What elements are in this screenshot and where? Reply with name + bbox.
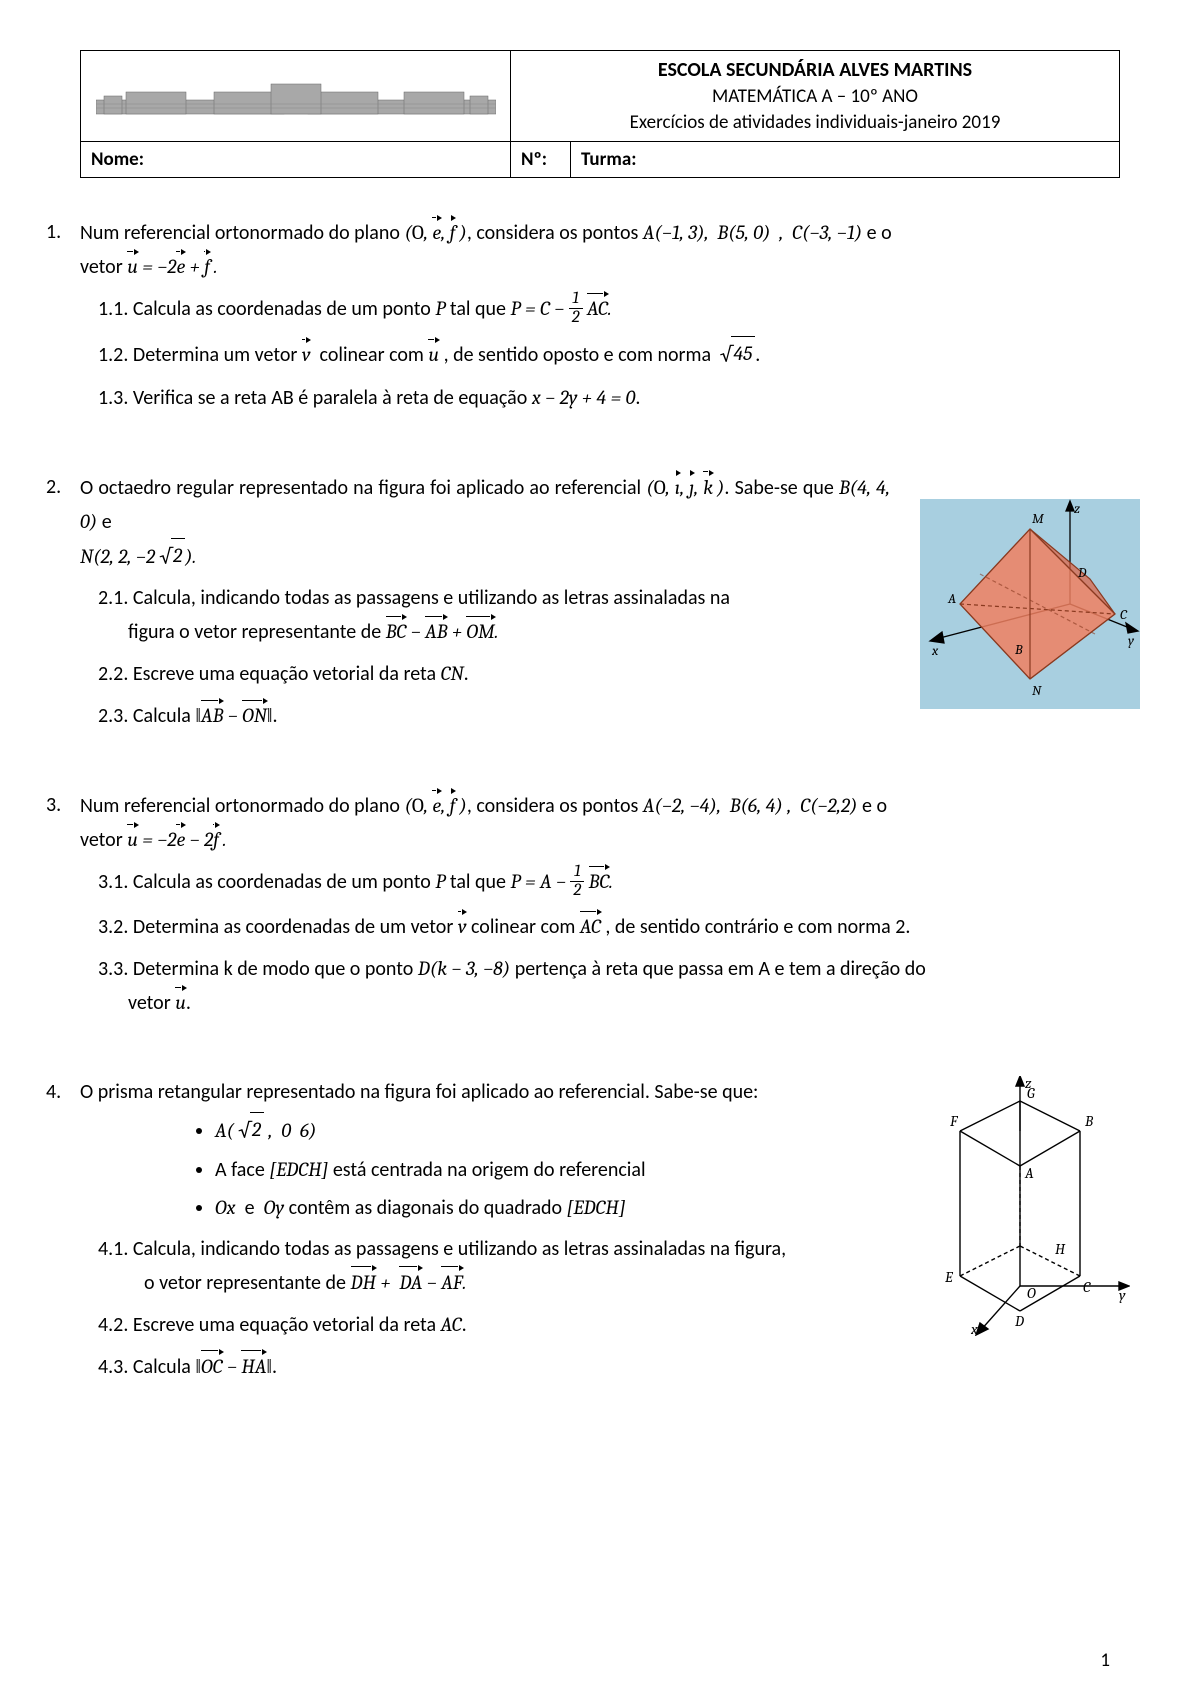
svg-text:N: N	[1032, 682, 1042, 699]
q2-3: 2.3. Calcula AB − ON.	[98, 699, 890, 733]
q4-1: 4.1. Calcula, indicando todas as passage…	[98, 1233, 895, 1300]
question-3: 3. Num referencial ortonormado do plano …	[80, 789, 1120, 1020]
q4-2: 4.2. Escreve uma equação vetorial da ret…	[98, 1308, 895, 1342]
q4-3: 4.3. Calcula OC − HA.	[98, 1350, 895, 1384]
svg-text:C: C	[1120, 606, 1128, 623]
page-number: 1	[1100, 1649, 1110, 1672]
q2-1: 2.1. Calcula, indicando todas as passage…	[98, 582, 890, 649]
svg-text:A: A	[947, 590, 956, 607]
subject-line: MATEMÁTICA A – 10º ANO	[521, 84, 1109, 110]
svg-text:M: M	[1032, 510, 1045, 527]
nome-label: Nome:	[81, 142, 511, 178]
qnum-2: 2.	[46, 471, 61, 504]
svg-text:y: y	[1119, 1286, 1126, 1304]
qnum-4: 4.	[46, 1076, 61, 1109]
numero-label: Nº:	[511, 142, 571, 178]
svg-text:z: z	[1025, 1076, 1032, 1092]
q4-bullets: A(2 , 0 6) A face [EDCH] está centrada n…	[175, 1113, 895, 1225]
q1-text-c: e o	[862, 221, 892, 245]
q1-3: 1.3. Verifica se a reta AB é paralela à …	[98, 381, 1120, 415]
svg-text:C: C	[1083, 1278, 1091, 1296]
svg-text:z: z	[1074, 500, 1080, 517]
question-4: 4. O prisma retangular representado na f…	[80, 1076, 1120, 1384]
q3-2: 3.2. Determina as coordenadas de um veto…	[98, 910, 1120, 944]
qnum-1: 1.	[46, 216, 61, 249]
q1-text-a: Num referencial ortonormado do plano	[80, 221, 404, 245]
q1-text-b: , considera os pontos	[467, 221, 643, 245]
q2-2: 2.2. Escreve uma equação vetorial da ret…	[98, 657, 890, 691]
q1-text-d: vetor	[80, 255, 127, 279]
turma-label: Turma:	[571, 142, 1120, 178]
q1-2: 1.2. Determina um vetor v colinear com u…	[98, 337, 1120, 373]
q1-1: 1.1. Calcula as coordenadas de um ponto …	[98, 292, 1120, 329]
svg-text:D: D	[1014, 1312, 1024, 1330]
question-1: 1. Num referencial ortonormado do plano …	[80, 216, 1120, 414]
svg-text:D: D	[1077, 564, 1087, 581]
svg-text:F: F	[949, 1112, 959, 1130]
svg-text:H: H	[1055, 1240, 1066, 1258]
q3-3: 3.3. Determina k de modo que o ponto D(k…	[98, 952, 1120, 1020]
subtitle-line: Exercícios de atividades individuais-jan…	[521, 110, 1109, 136]
school-building-icon	[96, 104, 496, 123]
question-2: 2. O octaedro regular representado na fi…	[80, 471, 1120, 734]
figure-prism: F B G A E C D H O z y x	[915, 1076, 1130, 1336]
svg-text:E: E	[944, 1268, 954, 1286]
school-name: ESCOLA SECUNDÁRIA ALVES MARTINS	[521, 57, 1109, 84]
header-logo-cell	[81, 51, 511, 142]
svg-text:B: B	[1084, 1112, 1094, 1130]
svg-text:x: x	[931, 642, 939, 659]
svg-text:x: x	[970, 1320, 978, 1336]
svg-text:O: O	[1027, 1284, 1036, 1302]
header-title-cell: ESCOLA SECUNDÁRIA ALVES MARTINS MATEMÁTI…	[511, 51, 1120, 142]
svg-text:y: y	[1128, 632, 1135, 649]
q3-1: 3.1. Calcula as coordenadas de um ponto …	[98, 865, 1120, 902]
svg-text:B: B	[1014, 641, 1023, 658]
header-table: ESCOLA SECUNDÁRIA ALVES MARTINS MATEMÁTI…	[80, 50, 1120, 178]
svg-text:A: A	[1024, 1164, 1034, 1182]
qnum-3: 3.	[46, 789, 61, 822]
figure-octahedron: M N A C B D z y x	[920, 499, 1140, 709]
